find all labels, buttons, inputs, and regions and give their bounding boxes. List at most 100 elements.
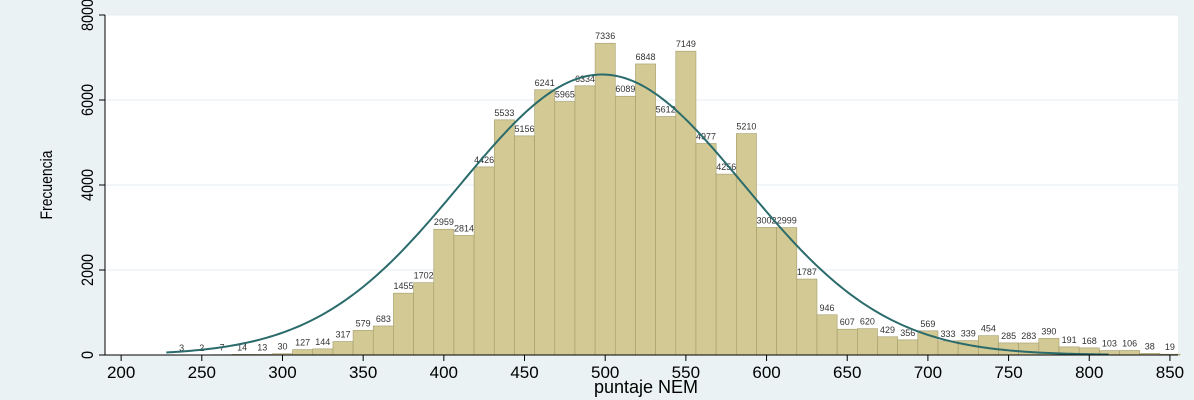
histogram-bar: [554, 101, 576, 356]
bar-value-label: 5533: [494, 108, 514, 118]
bar-value-label: 5965: [555, 89, 575, 99]
y-tick-label: 6000: [79, 84, 97, 116]
histogram-bar: [816, 314, 838, 356]
bar-value-label: 390: [1041, 326, 1056, 336]
bar-value-label: 14: [237, 342, 247, 352]
bar-value-label: 620: [860, 317, 875, 327]
bar-value-label: 569: [920, 319, 935, 329]
bar-value-label: 946: [820, 303, 835, 313]
bar-value-label: 168: [1082, 336, 1097, 346]
bar-value-label: 1455: [393, 281, 413, 291]
bar-value-label: 191: [1062, 335, 1077, 345]
histogram-bar: [433, 228, 455, 356]
histogram-bar: [655, 116, 677, 356]
histogram-bar: [978, 335, 999, 356]
x-tick-label: 850: [1156, 363, 1184, 382]
y-tick-label: 4000: [79, 169, 97, 201]
histogram-bar: [675, 50, 697, 356]
histogram-bar: [857, 328, 878, 356]
histogram-bar: [352, 330, 374, 356]
normal-curve: [166, 73, 1109, 356]
bar-value-label: 454: [981, 324, 996, 334]
bar-value-label: 607: [840, 317, 855, 327]
histogram-bar: [1119, 350, 1140, 356]
bar-value-label: 6089: [615, 84, 635, 94]
bar-value-label: 19: [1165, 342, 1175, 352]
bar-value-label: 683: [376, 314, 391, 324]
x-tick-label: 300: [268, 363, 296, 382]
histogram-bar: [393, 292, 414, 356]
bar-value-label: 30: [277, 342, 287, 352]
histogram-bar: [796, 278, 818, 356]
histogram-bar: [594, 42, 616, 356]
y-tick-label: 8000: [79, 0, 97, 31]
bar-value-label: 5210: [736, 122, 756, 132]
bar-value-label: 7149: [676, 39, 696, 49]
bar-value-label: 106: [1122, 338, 1137, 348]
bar-value-label: 579: [356, 318, 371, 328]
x-axis-label: puntaje NEM: [594, 377, 698, 397]
bar-value-label: 3002: [757, 215, 777, 225]
bar-value-label: 317: [335, 330, 350, 340]
histogram-bar: [514, 135, 535, 356]
x-axis-ticks: 200 250 300 350 400 450 500 550 600 650 700 750 800 8…: [107, 355, 1184, 382]
y-axis-label: Frecuencia: [38, 150, 57, 219]
bar-value-label: 6848: [636, 52, 656, 62]
histogram-bar: [897, 339, 919, 356]
x-tick-label: 200: [107, 363, 135, 382]
bar-value-label: 285: [1001, 331, 1016, 341]
bar-value-label: 6334: [575, 74, 595, 84]
histogram-bar: [574, 85, 596, 356]
x-tick-label: 400: [430, 363, 458, 382]
histogram-bar: [493, 119, 515, 356]
bar-value-label: 2814: [454, 223, 474, 233]
bar-value-label: 5612: [656, 104, 676, 114]
bar-value-label: 3: [179, 343, 184, 353]
histogram-bar: [635, 63, 656, 356]
bar-value-label: 13: [257, 342, 267, 352]
histogram-bar: [776, 227, 798, 356]
histogram-bar: [695, 143, 717, 356]
bar-value-label: 144: [315, 337, 330, 347]
bar-value-label: 2999: [777, 216, 797, 226]
bar-value-label: 356: [900, 328, 915, 338]
bar-value-label: 4426: [474, 155, 494, 165]
y-tick-label: 2000: [79, 254, 97, 286]
histogram-bar: [292, 349, 314, 356]
bar-value-label: 127: [295, 338, 310, 348]
x-tick-label: 700: [914, 363, 942, 382]
bar-value-label: 339: [961, 329, 976, 339]
histogram-bar: [534, 89, 556, 356]
bar-value-label: 429: [880, 325, 895, 335]
x-tick-label: 800: [1075, 363, 1103, 382]
histogram-bar: [332, 341, 354, 356]
histogram-bar: [413, 282, 435, 356]
histogram-bar: [453, 235, 475, 356]
bar-value-label: 5156: [515, 124, 535, 134]
histogram-bar: [735, 133, 757, 356]
x-tick-label: 550: [672, 363, 700, 382]
bar-value-label: 2959: [434, 217, 454, 227]
x-tick-label: 650: [833, 363, 861, 382]
histogram-bar: [715, 173, 737, 356]
x-tick-label: 750: [994, 363, 1022, 382]
x-tick-label: 250: [188, 363, 216, 382]
bar-value-label: 38: [1145, 341, 1155, 351]
histogram-bar: [836, 328, 858, 356]
histogram-bar: [473, 166, 495, 356]
bar-value-label: 4977: [696, 131, 716, 141]
x-tick-label: 600: [752, 363, 780, 382]
x-tick-label: 500: [591, 363, 619, 382]
bar-value-label: 1787: [797, 267, 817, 277]
bar-value-label: 6241: [535, 78, 555, 88]
x-tick-label: 450: [510, 363, 538, 382]
bar-value-label: 7336: [595, 31, 615, 41]
bar-value-label: 333: [941, 329, 956, 339]
histogram-bar: [877, 336, 898, 356]
bar-value-label: 1702: [414, 271, 434, 281]
bar-value-label: 283: [1021, 331, 1036, 341]
histogram-bar: [372, 325, 394, 356]
histogram-bar: [614, 95, 636, 356]
